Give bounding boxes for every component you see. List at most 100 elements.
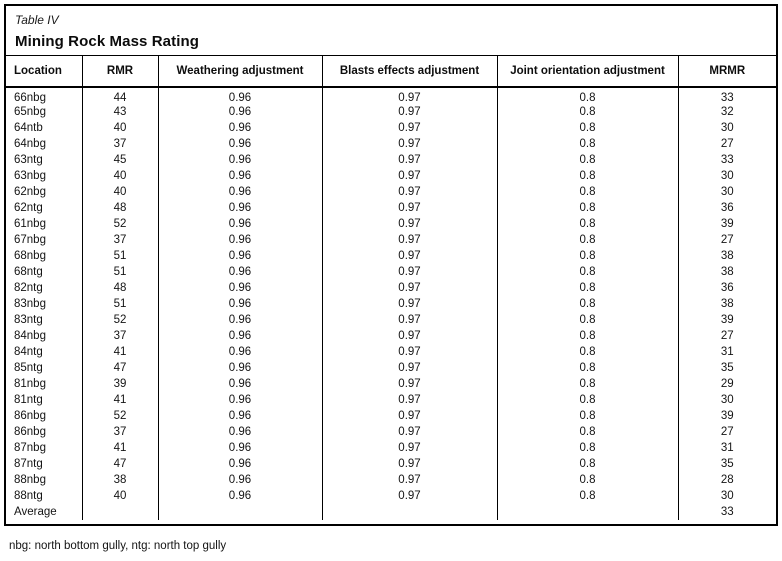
table-title: Mining Rock Mass Rating <box>15 33 199 50</box>
table-cell: 31 <box>677 344 776 360</box>
table-cell <box>81 504 159 520</box>
table-cell: 0.8 <box>496 472 679 488</box>
table-cell: 85ntg <box>6 360 83 376</box>
table-cell: 68ntg <box>6 264 83 280</box>
table-cell: 52 <box>81 216 159 232</box>
table-row: 67nbg 37 0.96 0.97 0.8 27 <box>6 232 776 248</box>
table-iv-frame: Table IV Mining Rock Mass Rating Locatio… <box>4 4 778 526</box>
table-cell: 0.96 <box>157 392 323 408</box>
table-row: 86nbg 37 0.96 0.97 0.8 27 <box>6 424 776 440</box>
table-cell: 0.96 <box>157 424 323 440</box>
table-cell: 0.97 <box>321 136 498 152</box>
table-row: 81ntg 41 0.96 0.97 0.8 30 <box>6 392 776 408</box>
table-row: 85ntg 47 0.96 0.97 0.8 35 <box>6 360 776 376</box>
column-header-blasts-effects-adjustment: Blasts effects adjustment <box>321 56 498 88</box>
table-cell: 51 <box>81 296 159 312</box>
table-row: 83ntg 52 0.96 0.97 0.8 39 <box>6 312 776 328</box>
table-cell: 45 <box>81 152 159 168</box>
table-cell: 63ntg <box>6 152 83 168</box>
column-header-location: Location <box>6 56 83 88</box>
table-cell: 0.8 <box>496 200 679 216</box>
table-cell: 37 <box>81 424 159 440</box>
table-row: 63ntg 45 0.96 0.97 0.8 33 <box>6 152 776 168</box>
data-table: Location RMR Weathering adjustment Blasts e… <box>6 56 776 520</box>
table-cell: 52 <box>81 408 159 424</box>
table-cell: 0.8 <box>496 392 679 408</box>
average-row: Average 33 <box>6 504 776 520</box>
table-cell: 82ntg <box>6 280 83 296</box>
table-cell: 0.8 <box>496 216 679 232</box>
table-cell: 33 <box>677 152 776 168</box>
table-cell: 81nbg <box>6 376 83 392</box>
table-row: 68nbg 51 0.96 0.97 0.8 38 <box>6 248 776 264</box>
table-cell: 0.8 <box>496 376 679 392</box>
table-cell: 0.8 <box>496 136 679 152</box>
table-cell: 0.97 <box>321 296 498 312</box>
table-cell: 87ntg <box>6 456 83 472</box>
table-caption: Table IV Mining Rock Mass Rating <box>6 6 776 56</box>
table-cell: 0.8 <box>496 360 679 376</box>
table-cell: 0.96 <box>157 440 323 456</box>
table-cell: 0.97 <box>321 360 498 376</box>
table-cell: 27 <box>677 424 776 440</box>
table-cell: 40 <box>81 168 159 184</box>
table-cell: 64nbg <box>6 136 83 152</box>
table-cell: 0.96 <box>157 488 323 504</box>
table-cell: 0.96 <box>157 248 323 264</box>
table-cell: 0.97 <box>321 344 498 360</box>
column-header-mrmr: MRMR <box>677 56 776 88</box>
table-cell: 0.8 <box>496 280 679 296</box>
table-cell: 0.97 <box>321 184 498 200</box>
table-cell: 0.97 <box>321 200 498 216</box>
table-cell: 61nbg <box>6 216 83 232</box>
table-cell: 33 <box>677 504 776 520</box>
table-cell: 0.97 <box>321 424 498 440</box>
table-cell: 0.96 <box>157 472 323 488</box>
table-cell: 0.96 <box>157 87 323 104</box>
table-cell: 32 <box>677 104 776 120</box>
table-cell: 44 <box>81 87 159 104</box>
table-cell: 0.97 <box>321 408 498 424</box>
table-cell <box>321 504 498 520</box>
table-cell: 41 <box>81 440 159 456</box>
table-cell: 0.97 <box>321 280 498 296</box>
table-cell: 64ntb <box>6 120 83 136</box>
table-cell: 0.97 <box>321 264 498 280</box>
table-cell: 81ntg <box>6 392 83 408</box>
table-cell: 0.96 <box>157 328 323 344</box>
table-row: 88ntg 40 0.96 0.97 0.8 30 <box>6 488 776 504</box>
table-row: 61nbg 52 0.96 0.97 0.8 39 <box>6 216 776 232</box>
table-cell: 48 <box>81 200 159 216</box>
table-cell: 39 <box>677 216 776 232</box>
table-cell: 0.97 <box>321 232 498 248</box>
table-row: 81nbg 39 0.96 0.97 0.8 29 <box>6 376 776 392</box>
table-cell <box>157 504 323 520</box>
table-cell: 0.8 <box>496 152 679 168</box>
table-cell: 65nbg <box>6 104 83 120</box>
column-header-rmr: RMR <box>81 56 159 88</box>
table-cell: 27 <box>677 136 776 152</box>
table-cell: 51 <box>81 264 159 280</box>
table-cell: 0.97 <box>321 328 498 344</box>
table-cell: 0.96 <box>157 216 323 232</box>
table-cell: 51 <box>81 248 159 264</box>
table-cell: 0.8 <box>496 120 679 136</box>
table-cell: 86nbg <box>6 408 83 424</box>
table-cell: 68nbg <box>6 248 83 264</box>
table-cell: 86nbg <box>6 424 83 440</box>
table-cell: 40 <box>81 120 159 136</box>
table-row: 64ntb 40 0.96 0.97 0.8 30 <box>6 120 776 136</box>
table-cell: 88ntg <box>6 488 83 504</box>
table-cell: 0.8 <box>496 296 679 312</box>
table-row: 83nbg 51 0.96 0.97 0.8 38 <box>6 296 776 312</box>
table-cell: 84nbg <box>6 328 83 344</box>
table-cell: 0.97 <box>321 392 498 408</box>
table-row: 87ntg 47 0.96 0.97 0.8 35 <box>6 456 776 472</box>
table-cell: 0.97 <box>321 216 498 232</box>
table-row: 62ntg 48 0.96 0.97 0.8 36 <box>6 200 776 216</box>
table-row: 88nbg 38 0.96 0.97 0.8 28 <box>6 472 776 488</box>
table-cell: 0.96 <box>157 376 323 392</box>
header-row: Location RMR Weathering adjustment Blasts e… <box>6 56 776 88</box>
table-cell: 0.97 <box>321 488 498 504</box>
table-cell: 0.97 <box>321 312 498 328</box>
